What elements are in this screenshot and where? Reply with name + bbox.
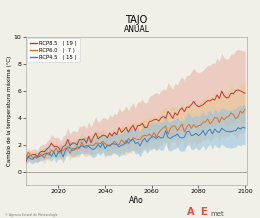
Y-axis label: Cambio de la temperatura máxima (°C): Cambio de la temperatura máxima (°C) (7, 56, 12, 166)
Text: TAJO: TAJO (125, 15, 148, 25)
Text: met: met (211, 211, 224, 217)
X-axis label: Año: Año (129, 196, 144, 204)
Legend: RCP8.5   ( 19 ), RCP6.0   (  7 ), RCP4.5   ( 15 ): RCP8.5 ( 19 ), RCP6.0 ( 7 ), RCP4.5 ( 15… (27, 39, 80, 63)
Text: A: A (187, 207, 195, 217)
Text: E: E (200, 207, 207, 217)
Text: © Agencia Estatal de Meteorología: © Agencia Estatal de Meteorología (5, 213, 57, 217)
Text: ANUAL: ANUAL (124, 25, 150, 34)
